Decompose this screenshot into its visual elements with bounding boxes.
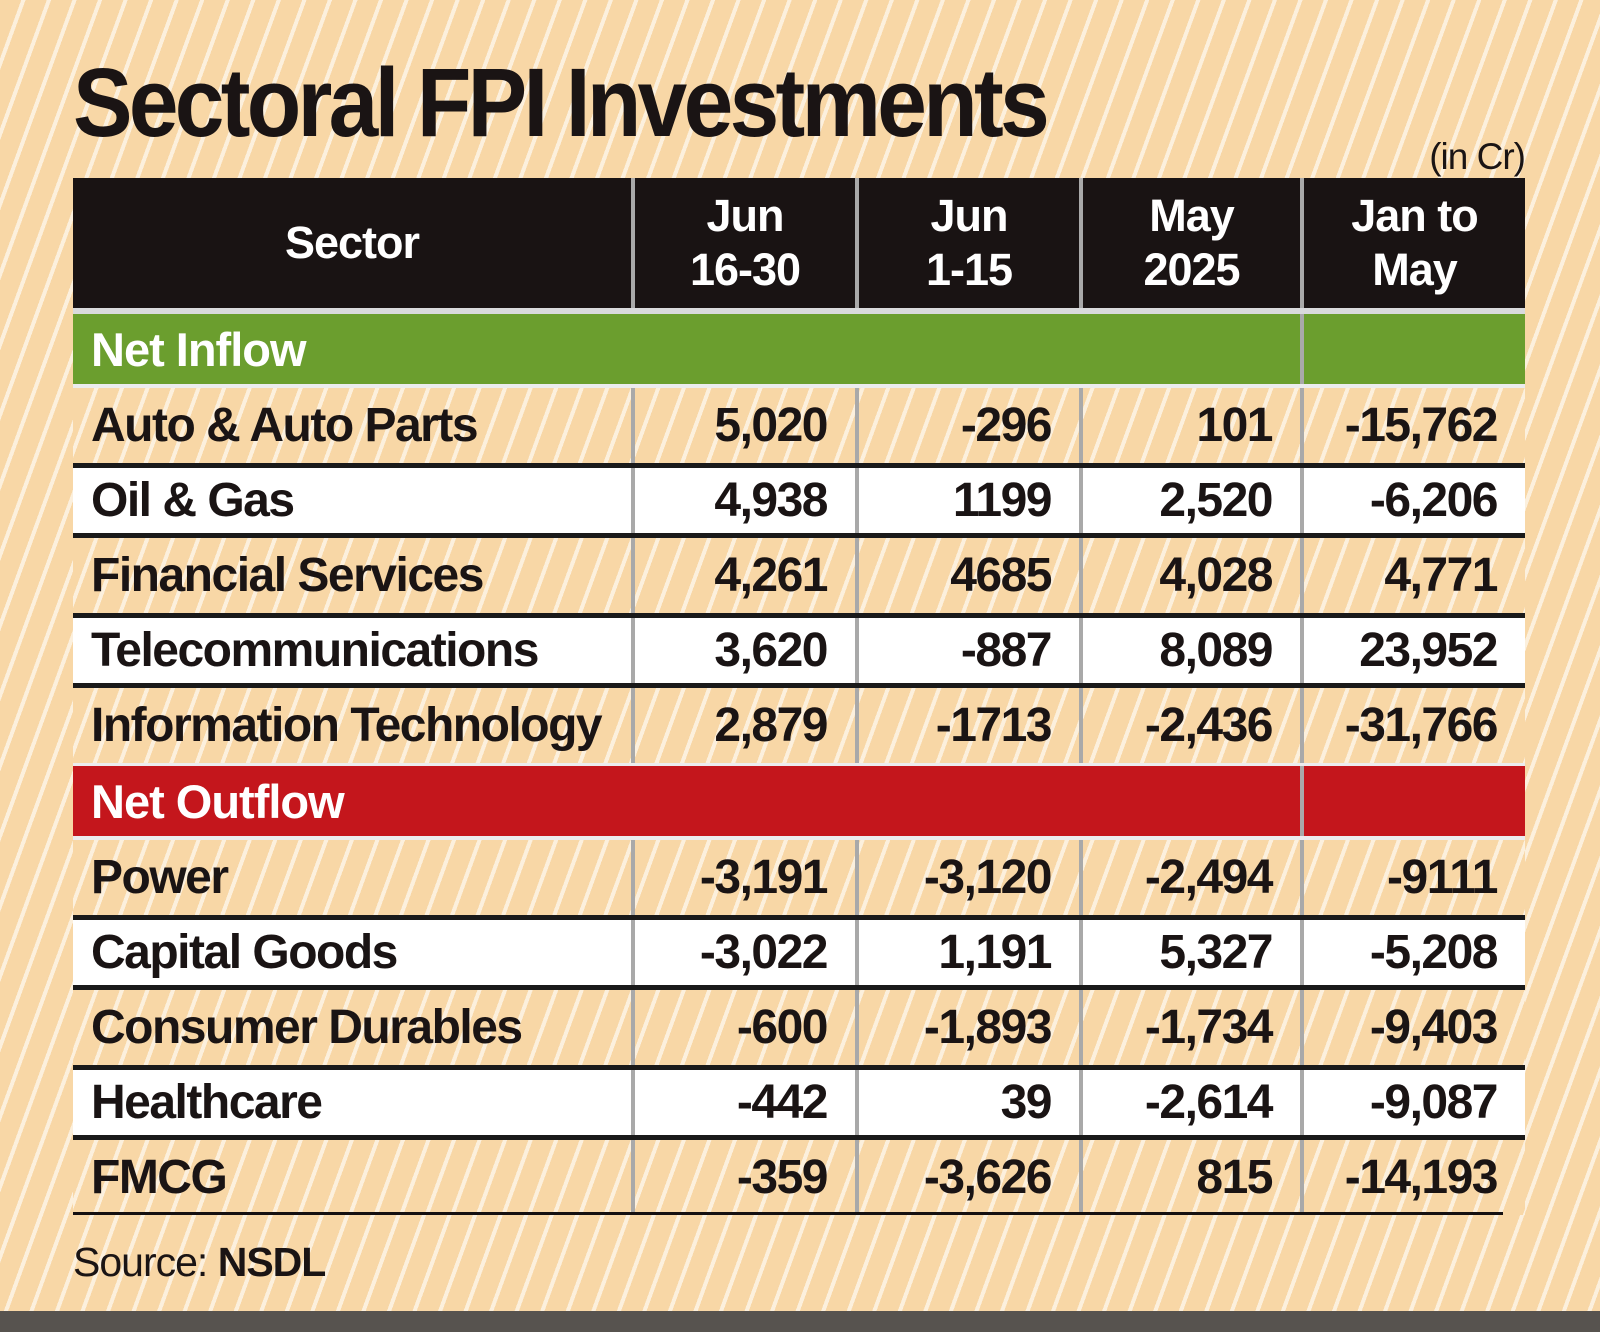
value-cell: 1199 [855, 468, 1079, 533]
value-cell: 101 [1079, 388, 1300, 463]
table-row: Auto & Auto Parts 5,020 -296 101 -15,762 [73, 388, 1525, 463]
section-band-last-cell [1300, 314, 1525, 384]
value-cell: 39 [855, 1070, 1079, 1135]
col-header-jun16-30: Jun 16-30 [631, 178, 855, 308]
fpi-table: Sector Jun 16-30 Jun 1-15 May 2025 Jan t… [73, 178, 1525, 1215]
col-header-line: May [1149, 190, 1235, 241]
col-header-may2025: May 2025 [1079, 178, 1300, 308]
sector-cell: Healthcare [91, 1076, 323, 1129]
value-cell: 2,520 [1079, 468, 1300, 533]
col-header-line: Jun [706, 190, 784, 241]
header-area: Sectoral FPI Investments (in Cr) [73, 48, 1526, 177]
sector-cell: Information Technology [91, 699, 603, 752]
col-header-line: Jun [930, 190, 1008, 241]
col-header-line: 16-30 [689, 244, 801, 295]
section-title: Net Outflow [73, 766, 1300, 836]
table-row: Oil & Gas 4,938 1199 2,520 -6,206 [73, 463, 1525, 538]
section-band-last-cell [1300, 766, 1525, 836]
table-row: Financial Services 4,261 4685 4,028 4,77… [73, 538, 1525, 613]
unit-note: (in Cr) [1429, 136, 1526, 177]
value-cell: -1713 [855, 688, 1079, 763]
value-cell: -9111 [1300, 840, 1525, 915]
section-band-net-outflow: Net Outflow [73, 763, 1525, 840]
value-cell: 4685 [855, 538, 1079, 613]
sector-cell: Consumer Durables [91, 1001, 523, 1054]
value-cell: -1,734 [1079, 990, 1300, 1065]
col-header-line: 2025 [1143, 244, 1240, 295]
value-cell: 2,879 [631, 688, 855, 763]
value-cell: 8,089 [1079, 618, 1300, 683]
section-title: Net Inflow [73, 314, 1300, 384]
table-row: Power -3,191 -3,120 -2,494 -9111 [73, 840, 1525, 915]
value-cell: -3,626 [855, 1140, 1079, 1215]
value-cell: -15,762 [1300, 388, 1525, 463]
col-header-sector: Sector [284, 217, 420, 268]
value-cell: -442 [631, 1070, 855, 1135]
value-cell: -31,766 [1300, 688, 1525, 763]
col-header-line: Jan to [1351, 190, 1479, 241]
source-label: Source: [73, 1239, 208, 1285]
value-cell: -2,614 [1079, 1070, 1300, 1135]
value-cell: -600 [631, 990, 855, 1065]
value-cell: 4,261 [631, 538, 855, 613]
value-cell: -2,494 [1079, 840, 1300, 915]
value-cell: -14,193 [1300, 1140, 1525, 1215]
value-cell: -887 [855, 618, 1079, 683]
table-row: Healthcare -442 39 -2,614 -9,087 [73, 1065, 1525, 1140]
sector-cell: Telecommunications [91, 624, 539, 677]
source-note: Source: NSDL [73, 1212, 1503, 1286]
table-row: Capital Goods -3,022 1,191 5,327 -5,208 [73, 915, 1525, 990]
source-value: NSDL [217, 1239, 327, 1285]
value-cell: 4,938 [631, 468, 855, 533]
value-cell: -3,191 [631, 840, 855, 915]
table-row: Consumer Durables -600 -1,893 -1,734 -9,… [73, 990, 1525, 1065]
sector-cell: Power [91, 851, 229, 904]
col-header-jun1-15: Jun 1-15 [855, 178, 1079, 308]
table-header-row: Sector Jun 16-30 Jun 1-15 May 2025 Jan t… [73, 178, 1525, 314]
value-cell: -359 [631, 1140, 855, 1215]
value-cell: 4,028 [1079, 538, 1300, 613]
value-cell: -9,087 [1300, 1070, 1525, 1135]
value-cell: -9,403 [1300, 990, 1525, 1065]
value-cell: 3,620 [631, 618, 855, 683]
value-cell: 815 [1079, 1140, 1300, 1215]
value-cell: 5,020 [631, 388, 855, 463]
table-row: FMCG -359 -3,626 815 -14,193 [73, 1140, 1525, 1215]
value-cell: -1,893 [855, 990, 1079, 1065]
value-cell: 4,771 [1300, 538, 1525, 613]
section-band-net-inflow: Net Inflow [73, 314, 1525, 388]
sector-cell: Capital Goods [91, 926, 398, 979]
value-cell: -5,208 [1300, 920, 1525, 985]
sector-cell: Auto & Auto Parts [91, 399, 479, 452]
value-cell: 5,327 [1079, 920, 1300, 985]
page-title: Sectoral FPI Investments [73, 48, 1050, 157]
sector-cell: FMCG [91, 1151, 228, 1204]
value-cell: 23,952 [1300, 618, 1525, 683]
value-cell: -3,120 [855, 840, 1079, 915]
table-row: Telecommunications 3,620 -887 8,089 23,9… [73, 613, 1525, 688]
value-cell: -3,022 [631, 920, 855, 985]
col-header-jan-may: Jan to May [1300, 178, 1525, 308]
value-cell: -296 [855, 388, 1079, 463]
value-cell: 1,191 [855, 920, 1079, 985]
bottom-bar [0, 1311, 1600, 1332]
value-cell: -6,206 [1300, 468, 1525, 533]
value-cell: -2,436 [1079, 688, 1300, 763]
sector-cell: Oil & Gas [91, 474, 295, 527]
sector-cell: Financial Services [91, 549, 484, 602]
table-row: Information Technology 2,879 -1713 -2,43… [73, 688, 1525, 763]
col-header-line: 1-15 [925, 244, 1013, 295]
col-header-line: May [1372, 244, 1458, 295]
